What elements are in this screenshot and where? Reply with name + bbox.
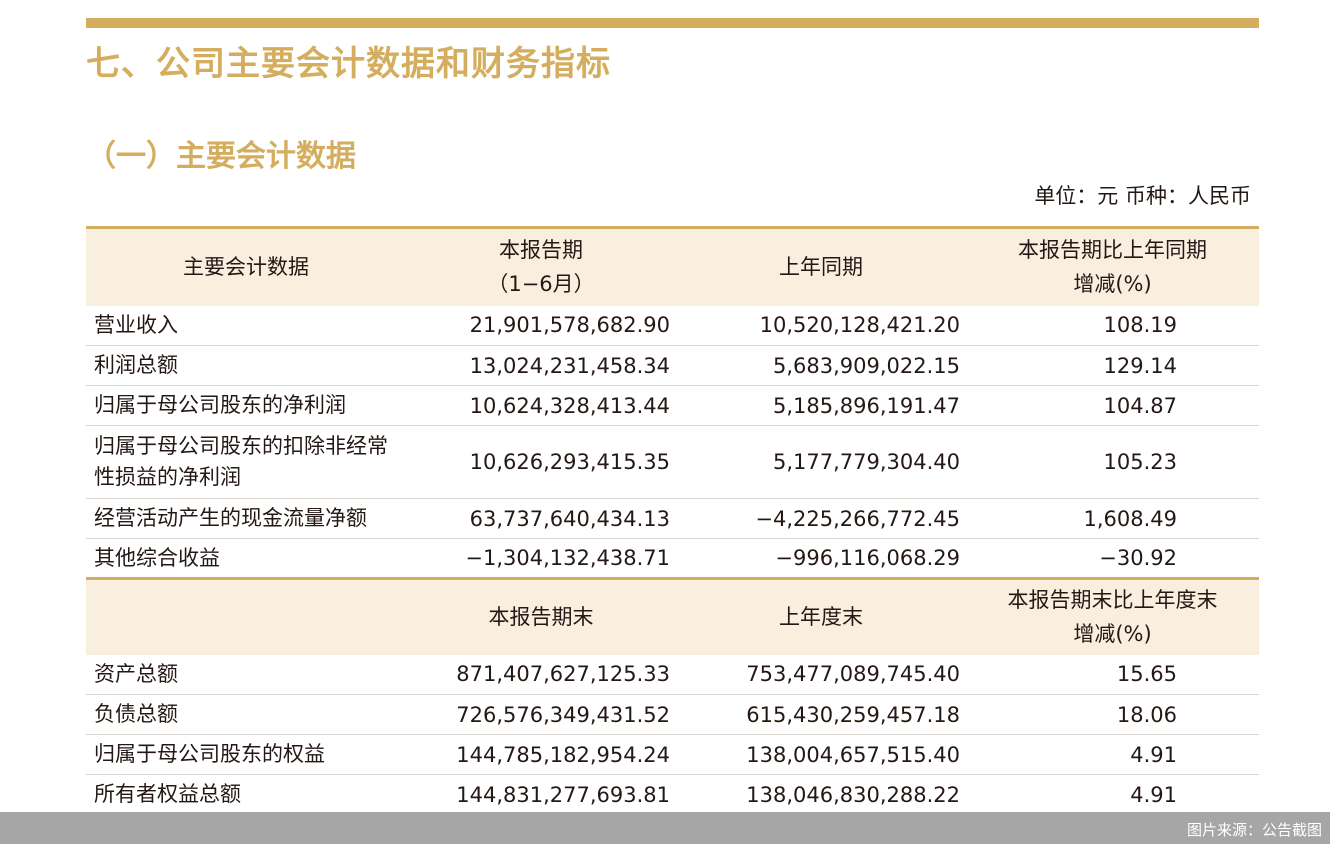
table-row: 其他综合收益 −1,304,132,438.71 −996,116,068.29… xyxy=(86,539,1259,579)
previous-value: 138,046,830,288.22 xyxy=(746,782,960,807)
previous-value: −4,225,266,772.45 xyxy=(755,506,960,531)
header-text: 增减(%) xyxy=(1073,272,1152,297)
previous-value: 5,683,909,022.15 xyxy=(772,353,960,378)
table-row: 利润总额 13,024,231,458.34 5,683,909,022.15 … xyxy=(86,346,1259,386)
top-gold-rule xyxy=(86,18,1259,28)
table-header-period-end: 本报告期末 上年度末 本报告期末比上年度末 增减(%) xyxy=(86,578,1259,655)
change-value: 105.23 xyxy=(1103,450,1177,474)
current-value: 21,901,578,682.90 xyxy=(469,313,670,338)
current-value: 13,024,231,458.34 xyxy=(469,353,670,378)
current-value: 726,576,349,431.52 xyxy=(456,702,670,727)
accounting-data-table: 主要会计数据 本报告期 （1−6月） 上年同期 本报告期比上年同期 增减(%) … xyxy=(86,226,1259,815)
table-row: 所有者权益总额 144,831,277,693.81 138,046,830,2… xyxy=(86,775,1259,815)
table-row: 营业收入 21,901,578,682.90 10,520,128,421.20… xyxy=(86,306,1259,346)
header-text: 本报告期比上年同期 xyxy=(1018,238,1207,263)
header-cell-item: 主要会计数据 xyxy=(86,227,406,306)
row-label: 经营活动产生的现金流量净额 xyxy=(94,506,367,530)
header-text: 本报告期末比上年度末 xyxy=(1007,588,1218,613)
change-value: 18.06 xyxy=(1116,702,1177,727)
header-text: 增减(%) xyxy=(1073,622,1152,647)
row-label: 所有者权益总额 xyxy=(94,782,241,806)
unit-note: 单位：元 币种：人民币 xyxy=(1034,184,1251,208)
change-value: 4.91 xyxy=(1130,782,1177,807)
current-value: 10,624,328,413.44 xyxy=(469,393,670,418)
header-cell-change: 本报告期末比上年度末 增减(%) xyxy=(966,578,1259,655)
current-value: 871,407,627,125.33 xyxy=(456,662,670,687)
previous-value: 5,177,779,304.40 xyxy=(772,450,960,474)
change-value: 1,608.49 xyxy=(1083,506,1177,531)
row-label: 归属于母公司股东的扣除非经常 性损益的净利润 xyxy=(86,426,406,499)
subsection-title: （一）主要会计数据 xyxy=(86,139,356,174)
previous-value: 615,430,259,457.18 xyxy=(746,702,960,727)
source-caption: 图片来源：公告截图 xyxy=(1186,821,1322,839)
previous-value: 10,520,128,421.20 xyxy=(759,313,960,338)
row-label: 负债总额 xyxy=(94,702,178,726)
table-row: 归属于母公司股东的净利润 10,624,328,413.44 5,185,896… xyxy=(86,386,1259,426)
header-cell-change: 本报告期比上年同期 增减(%) xyxy=(966,227,1259,306)
header-cell-empty xyxy=(86,578,406,655)
table-row: 归属于母公司股东的扣除非经常 性损益的净利润 10,626,293,415.35… xyxy=(86,426,1259,499)
row-label: 归属于母公司股东的净利润 xyxy=(94,393,346,417)
header-cell-prior-period: 上年同期 xyxy=(676,227,966,306)
change-value: 108.19 xyxy=(1103,313,1177,338)
section-title: 七、公司主要会计数据和财务指标 xyxy=(86,44,611,84)
previous-value: 5,185,896,191.47 xyxy=(772,393,960,418)
table-header-period: 主要会计数据 本报告期 （1−6月） 上年同期 本报告期比上年同期 增减(%) xyxy=(86,227,1259,306)
header-text: 本报告期 xyxy=(499,238,583,263)
header-text: （1−6月） xyxy=(487,272,595,297)
current-value: 63,737,640,434.13 xyxy=(469,506,670,531)
change-value: 4.91 xyxy=(1130,742,1177,767)
header-cell-prior-year-end: 上年度末 xyxy=(676,578,966,655)
table-row: 经营活动产生的现金流量净额 63,737,640,434.13 −4,225,2… xyxy=(86,499,1259,539)
previous-value: 138,004,657,515.40 xyxy=(746,742,960,767)
row-label: 资产总额 xyxy=(94,661,178,686)
table-row: 负债总额 726,576,349,431.52 615,430,259,457.… xyxy=(86,695,1259,735)
source-footer-bar: 图片来源：公告截图 xyxy=(0,812,1330,844)
current-value: 144,785,182,954.24 xyxy=(456,742,670,767)
change-value: 104.87 xyxy=(1103,393,1177,418)
current-value: 144,831,277,693.81 xyxy=(456,782,670,807)
row-label: 其他综合收益 xyxy=(94,545,220,570)
row-label-line: 性损益的净利润 xyxy=(94,465,241,489)
header-cell-current-end: 本报告期末 xyxy=(406,578,676,655)
header-cell-current-period: 本报告期 （1−6月） xyxy=(406,227,676,306)
previous-value: −996,116,068.29 xyxy=(775,546,960,570)
current-value: 10,626,293,415.35 xyxy=(469,450,670,474)
row-label: 归属于母公司股东的权益 xyxy=(94,742,325,766)
previous-value: 753,477,089,745.40 xyxy=(746,662,960,687)
change-value: 15.65 xyxy=(1116,662,1177,687)
row-label-line: 归属于母公司股东的扣除非经常 xyxy=(94,434,388,458)
table-row: 资产总额 871,407,627,125.33 753,477,089,745.… xyxy=(86,655,1259,695)
change-value: 129.14 xyxy=(1103,353,1177,378)
row-label: 营业收入 xyxy=(94,312,178,337)
change-value: −30.92 xyxy=(1099,546,1177,570)
row-label: 利润总额 xyxy=(94,353,178,377)
table-row: 归属于母公司股东的权益 144,785,182,954.24 138,004,6… xyxy=(86,735,1259,775)
current-value: −1,304,132,438.71 xyxy=(465,546,670,570)
